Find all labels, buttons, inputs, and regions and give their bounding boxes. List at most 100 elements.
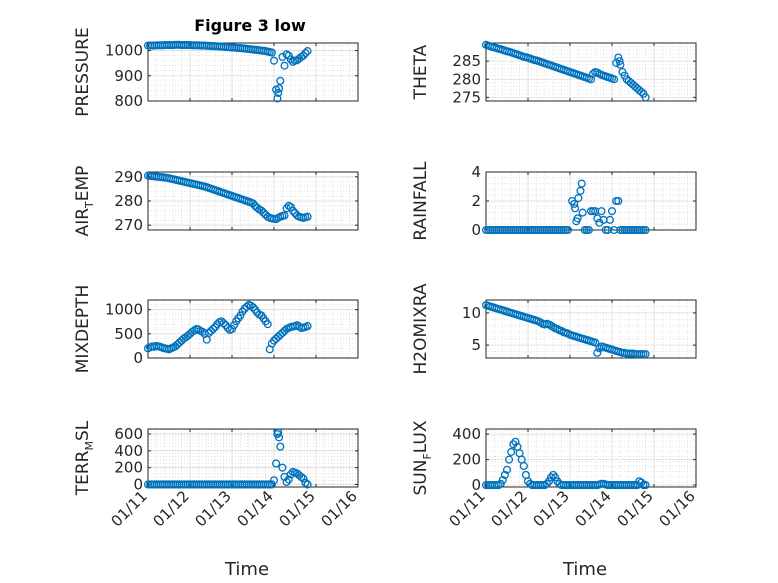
data-point bbox=[507, 447, 516, 456]
data-point bbox=[227, 324, 237, 334]
y-tick-label: 500 bbox=[114, 325, 143, 343]
data-point bbox=[615, 57, 624, 66]
data-point bbox=[288, 206, 297, 215]
data-point bbox=[230, 321, 239, 330]
data-point bbox=[641, 350, 650, 359]
x-tick-label: 01/13 bbox=[530, 487, 573, 530]
y-tick-label: 270 bbox=[114, 216, 143, 234]
data-point bbox=[577, 179, 586, 188]
y-tick-label: 280 bbox=[452, 70, 481, 88]
x-axis-label: Time bbox=[224, 559, 269, 580]
data-point bbox=[209, 324, 218, 334]
data-point bbox=[303, 212, 312, 221]
x-tick-label: 01/14 bbox=[572, 487, 615, 530]
data-point bbox=[597, 207, 606, 216]
data-point bbox=[236, 311, 245, 320]
plot-area bbox=[486, 429, 696, 487]
y-tick-label: 0 bbox=[471, 476, 481, 494]
data-point bbox=[500, 470, 509, 479]
data-point bbox=[274, 433, 284, 442]
data-point bbox=[593, 348, 602, 357]
y-axis-label-tail: SL bbox=[73, 420, 93, 441]
y-tick-label: 10 bbox=[462, 304, 481, 322]
y-tick-label: 800 bbox=[114, 92, 143, 110]
axes-box bbox=[485, 299, 697, 359]
data-point bbox=[267, 48, 276, 57]
data-point bbox=[614, 196, 623, 206]
plot-area bbox=[148, 429, 358, 487]
x-tick-label: 01/15 bbox=[276, 487, 319, 530]
axes-box bbox=[147, 299, 359, 359]
x-tick-label: 01/16 bbox=[656, 487, 699, 530]
data-point bbox=[519, 461, 528, 471]
y-axis-label-main: SUN bbox=[411, 460, 431, 496]
x-tick-label: 01/16 bbox=[318, 487, 361, 530]
data-point bbox=[610, 75, 619, 84]
y-axis-label-tail: EMP bbox=[73, 166, 93, 202]
y-tick-label: 200 bbox=[114, 459, 143, 477]
x-tick-label: 01/12 bbox=[488, 487, 531, 530]
data-point bbox=[605, 215, 614, 224]
data-point bbox=[616, 60, 625, 69]
data-point bbox=[584, 225, 593, 235]
data-point bbox=[303, 47, 312, 56]
data-point bbox=[299, 51, 308, 60]
y-tick-label: 4 bbox=[471, 163, 481, 181]
y-axis-label: RAINFALL bbox=[411, 161, 431, 241]
data-point bbox=[637, 87, 646, 96]
y-axis-label-main: RAINFALL bbox=[411, 161, 431, 241]
data-point bbox=[641, 481, 650, 490]
y-axis-label-tail: LUX bbox=[411, 420, 431, 453]
data-point bbox=[274, 88, 283, 97]
y-tick-label: 200 bbox=[452, 451, 481, 469]
y-tick-label: 400 bbox=[114, 442, 143, 460]
y-axis-label-subscript: F bbox=[421, 453, 434, 459]
data-point bbox=[570, 199, 579, 208]
data-point bbox=[278, 463, 287, 472]
data-point bbox=[301, 49, 310, 58]
y-axis-label-subscript: T bbox=[83, 201, 96, 209]
y-axis-label-main: AIR bbox=[73, 208, 93, 237]
x-axis-label: Time bbox=[562, 559, 607, 580]
y-axis-label: THETA bbox=[411, 44, 431, 100]
axes-box bbox=[485, 42, 697, 102]
data-point bbox=[267, 480, 276, 489]
y-tick-label: 275 bbox=[452, 88, 481, 106]
data-point bbox=[263, 320, 272, 329]
data-point bbox=[303, 480, 312, 489]
data-point bbox=[301, 478, 310, 487]
x-tick-label: 01/11 bbox=[108, 487, 151, 530]
plot-area bbox=[486, 300, 696, 358]
data-point bbox=[276, 76, 285, 85]
data-point bbox=[259, 208, 268, 217]
axes-box bbox=[485, 428, 697, 488]
y-axis-label-main: H2OMIXRA bbox=[411, 283, 431, 374]
y-axis-label: MIXDEPTH bbox=[73, 285, 93, 374]
y-tick-label: 285 bbox=[452, 52, 481, 70]
data-point bbox=[505, 455, 514, 464]
data-point bbox=[194, 325, 203, 334]
y-axis-label-main: TERR bbox=[73, 450, 93, 496]
subplot-h2omixra: 5 10 H2OMIXRA bbox=[411, 283, 697, 375]
subplot-pressure: 800 900 1000 PRESSURE bbox=[73, 27, 359, 117]
y-axis-label-main: THETA bbox=[411, 44, 431, 100]
data-point bbox=[274, 84, 284, 93]
data-point bbox=[257, 206, 266, 215]
data-point bbox=[280, 61, 289, 70]
data-point bbox=[574, 194, 583, 203]
figure-title: Figure 3 low bbox=[194, 16, 306, 35]
x-tick-label: 01/15 bbox=[614, 487, 657, 530]
data-point bbox=[274, 428, 283, 437]
data-point bbox=[273, 94, 282, 103]
data-point bbox=[641, 225, 650, 235]
data-point bbox=[591, 338, 600, 347]
y-axis-label-main: MIXDEPTH bbox=[73, 285, 93, 374]
y-tick-label: 5 bbox=[471, 336, 481, 354]
y-tick-label: 600 bbox=[114, 425, 143, 443]
subplot-mixdepth: 0 500 1000 MIXDEPTH bbox=[73, 285, 359, 374]
